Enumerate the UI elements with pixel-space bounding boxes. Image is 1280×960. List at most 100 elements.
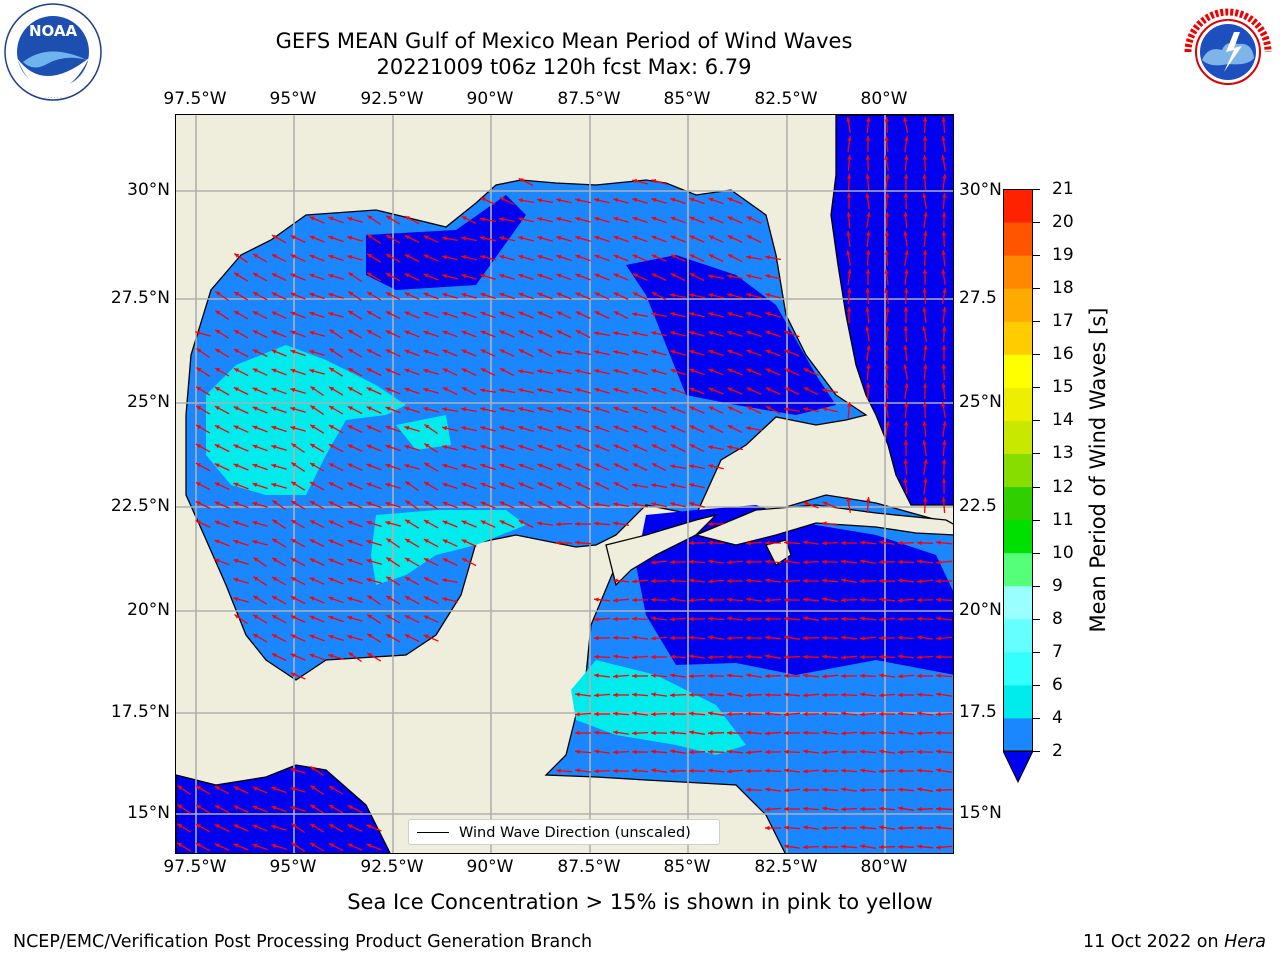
wind-arrow-head [310,463,316,468]
wind-arrow-head [461,274,467,279]
wind-arrow-head [746,216,752,221]
wind-arrow-head [253,557,259,562]
wind-arrow-head [575,330,581,335]
wind-arrow-head [499,330,505,335]
wind-arrow-head [841,787,846,792]
wind-arrow-head [537,273,543,278]
wind-arrow-head [903,231,908,236]
wind-arrow-head [784,579,789,584]
wind-arrow-head [746,426,751,431]
wind-arrow-head [727,597,732,602]
wind-arrow-head [936,673,941,678]
wind-arrow-head [879,825,884,830]
wind-arrow-head [347,596,353,602]
wind-arrow-head [214,520,220,525]
wind-arrow-head [575,217,581,222]
wind-arrow-head [556,501,562,506]
wind-arrow-head [309,577,315,582]
wind-arrow-head [424,424,430,429]
wind-arrow-head [784,806,789,812]
wind-arrow-head [903,117,908,122]
wind-arrow-head [803,501,809,506]
wind-arrow-head [271,615,277,620]
wind-arrow-head [594,425,600,430]
wind-arrow-head [461,445,467,450]
wind-arrow-head [272,557,278,563]
wind-arrow-head [291,520,297,525]
wind-arrow-head [461,426,467,431]
wind-arrow-head [765,807,770,812]
wind-arrow-head [613,598,618,603]
wind-arrow-head [923,478,928,483]
wind-arrow-head [865,136,871,141]
wind-arrow-head [310,785,316,790]
wind-arrow-head [518,520,524,525]
wind-arrow-head [537,501,543,506]
wind-arrow-head [942,288,947,293]
lon-tick-label: 97.5°W [163,857,227,877]
wind-arrow-head [803,654,808,660]
wind-arrow-head [846,212,851,217]
wind-arrow-head [632,579,637,584]
wind-arrow-head [424,443,430,448]
wind-arrow-head [537,407,543,412]
wind-arrow-head [651,425,657,430]
wind-arrow-head [746,293,752,298]
wind-arrow-head [898,578,903,583]
wind-arrow-head [196,785,202,791]
wind-arrow-head [765,578,770,583]
wind-arrow-head [461,330,467,335]
wind-arrow-head [936,560,941,565]
wind-arrow-head [423,273,429,278]
wind-arrow-head [765,387,771,392]
wind-arrow-head [271,311,277,316]
wind-arrow-head [461,520,467,525]
low-period-region [366,195,526,290]
wind-arrow-head [404,235,410,240]
colorbar-block [1003,321,1033,355]
wind-arrow-head [366,482,372,487]
wind-arrow-head [594,198,600,203]
wind-arrow-head [765,825,770,831]
wind-arrow-head [708,216,714,221]
wind-arrow-head [309,634,315,639]
wind-arrow-head [898,635,903,640]
wind-arrow-head [594,711,599,717]
wind-arrow-head [594,369,600,374]
wind-arrow-head [367,595,373,600]
wind-arrow-head [613,750,618,755]
wind-arrow-head [386,557,392,562]
colorbar-block [1003,288,1033,322]
wind-arrow-head [385,521,391,526]
wind-arrow-head [846,307,852,312]
wind-arrow-head [271,368,277,373]
wind-arrow-head [233,349,239,354]
wind-arrow-head [385,463,391,468]
wind-arrow-head [291,481,297,486]
wind-arrow-head [271,444,277,450]
wind-arrow-head [233,444,239,449]
wind-arrow-head [518,273,524,278]
wind-arrow-head [708,464,713,469]
wind-arrow-head [347,501,353,506]
wind-arrow-head [518,463,524,468]
wind-arrow-head [784,749,789,754]
wind-arrow-head [461,311,467,316]
wind-arrow-head [632,312,637,317]
wind-arrow-head [442,407,447,412]
wind-arrow-head [822,844,827,850]
wind-arrow-head [575,350,580,355]
wind-arrow-head [404,615,410,620]
wind-arrow-head [727,711,732,717]
atlantic-water [830,115,953,506]
wind-arrow-head [386,576,392,581]
colorbar-tick-label: 19 [1052,245,1074,266]
wind-arrow-head [917,616,922,621]
wind-arrow-head [272,538,278,543]
wind-arrow-head [846,193,852,198]
wind-arrow-head [347,843,353,848]
wind-arrow-head [865,155,871,160]
wind-arrow-head [328,463,334,468]
wind-arrow-head [556,311,562,316]
wind-arrow-head [879,673,884,678]
